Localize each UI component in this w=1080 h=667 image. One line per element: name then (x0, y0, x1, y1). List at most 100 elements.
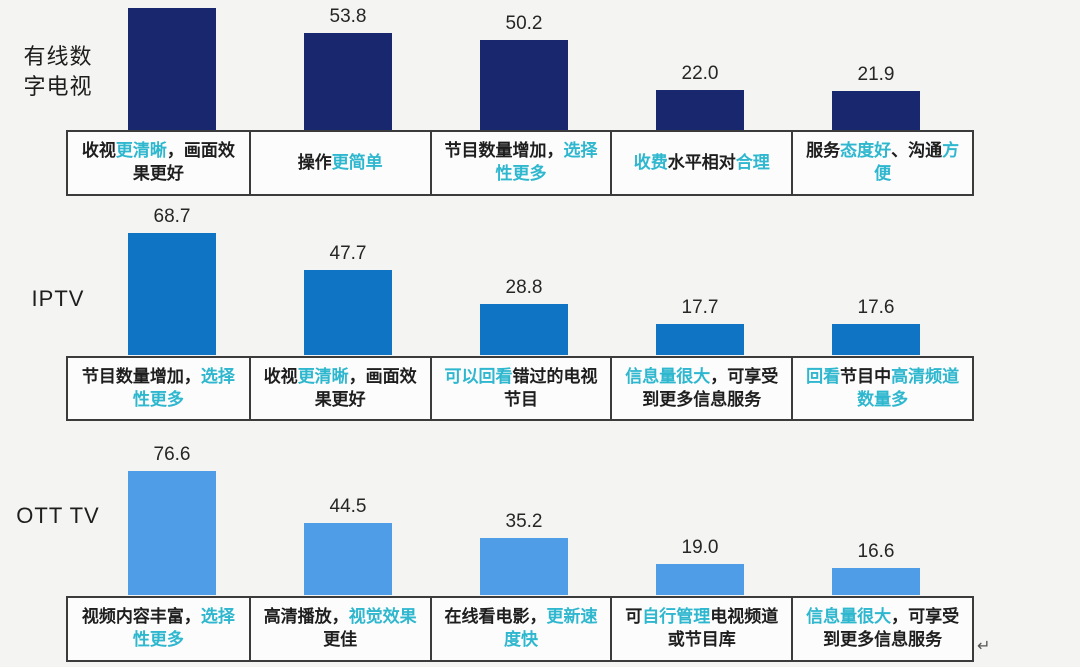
reason-box: 收视更清晰，画面效果更好 (248, 358, 430, 419)
bar-value-label: 17.7 (681, 297, 719, 318)
reason-text-segment: ，可享受到更多信息服务 (823, 607, 960, 649)
reason-boxes-row-1: 收视更清晰，画面效果更好 操作更简单 节目数量增加，选择性更多 收费水平相对合理 服务态… (66, 130, 974, 196)
reason-text-segment: 视频内容丰富， (81, 607, 201, 627)
reason-text-segment: 错过的电视节目 (503, 366, 598, 409)
reason-text-segment: 可 (625, 607, 643, 627)
reason-text-segment: 自行管理 (642, 607, 711, 627)
paragraph-return-mark: ↵ (977, 638, 991, 655)
bar-column: 16.6 (788, 443, 964, 595)
reason-box: 服务态度好、沟通方便 (791, 132, 972, 194)
bar-value-label: 17.6 (857, 297, 895, 318)
bar-value-label: 28.8 (505, 277, 543, 298)
reason-text-segment: ，画面效果更好 (132, 141, 235, 183)
reason-box: 高清播放，视觉效果更佳 (248, 598, 430, 660)
bar-value-label: 21.9 (857, 64, 895, 85)
bar (128, 8, 216, 130)
bar-value-label: 47.7 (329, 243, 367, 264)
bar (832, 91, 920, 130)
bar-value-label: 53.8 (329, 6, 367, 27)
group-label-1: 有线数 字电视 (23, 44, 93, 99)
group-label-2: IPTV (31, 286, 85, 311)
reason-text-segment: 视觉效果 (348, 607, 417, 627)
reason-text-segment: 更清晰 (115, 141, 167, 161)
reason-box: 收费水平相对合理 (610, 132, 791, 194)
bar-column: 17.7 (612, 203, 788, 355)
bars-row-3: 76.6 44.5 35.2 19.0 16.6 (84, 443, 964, 595)
bar (128, 233, 216, 355)
bar (128, 471, 216, 595)
reason-text-segment: 态度好 (840, 141, 892, 161)
reason-text-segment: 节目数量增加， (81, 366, 201, 386)
reason-box: 视频内容丰富，选择性更多 (68, 598, 249, 660)
bar-column: 68.7 (84, 203, 260, 355)
bar (832, 568, 920, 595)
bar-value-label: 50.2 (505, 13, 543, 34)
reason-box: 信息量很大，可享受到更多信息服务 (791, 598, 972, 660)
bar (656, 324, 744, 355)
bars-row-2: 68.7 47.7 28.8 17.7 17.6 (84, 203, 964, 355)
reason-text-segment: 信息量很大 (625, 366, 711, 386)
bar (480, 538, 568, 595)
group-label-3: OTT TV (16, 503, 100, 528)
reason-box: 操作更简单 (248, 132, 430, 194)
bar-value-label: 44.5 (329, 496, 367, 517)
bar-column (84, 0, 260, 130)
bar (304, 523, 392, 595)
reason-text-segment: 节目数量增加， (444, 141, 564, 161)
reason-box: 回看节目中高清频道数量多 (791, 358, 972, 419)
reason-text-segment: 合理 (735, 152, 770, 172)
bar-value-label: 16.6 (857, 541, 895, 562)
bar-value-label: 35.2 (505, 511, 543, 532)
reason-text-segment: 更佳 (323, 630, 358, 649)
reason-text-segment: ，画面效果更好 (314, 366, 417, 409)
reason-text-segment: 在线看电影， (444, 607, 547, 627)
bars-row-1: 53.8 50.2 22.0 21.9 (84, 0, 964, 130)
bar-value-label: 76.6 (153, 444, 191, 465)
reason-box: 可自行管理电视频道或节目库 (610, 598, 791, 660)
reason-text-segment: 更新速度快 (503, 607, 598, 649)
bar (304, 270, 392, 355)
reason-text-segment: 回看 (806, 366, 841, 386)
bar (656, 90, 744, 130)
reason-boxes-row-3: 视频内容丰富，选择性更多 高清播放，视觉效果更佳 在线看电影，更新速度快 可自行管理电… (66, 596, 974, 662)
reason-text-segment: 高清播放， (263, 607, 349, 627)
bar-column: 22.0 (612, 0, 788, 130)
bar-value-label: 22.0 (681, 63, 719, 84)
reason-box: 收视更清晰，画面效果更好 (68, 132, 249, 194)
reason-box: 可以回看错过的电视节目 (429, 358, 611, 419)
bar (832, 324, 920, 355)
reason-text-segment: 选择性更多 (495, 141, 598, 183)
bar-column: 19.0 (612, 443, 788, 595)
bar (480, 304, 568, 355)
reason-text-segment: 收视 (263, 366, 298, 386)
bar-column: 21.9 (788, 0, 964, 130)
reason-text-segment: 水平相对 (667, 152, 736, 172)
reason-box: 节目数量增加，选择性更多 (68, 358, 249, 419)
reason-text-segment: 电视频道或节目库 (667, 607, 779, 649)
reason-text-segment: 选择性更多 (132, 607, 235, 649)
reason-text-segment: 方便 (874, 141, 960, 183)
reason-text-segment: 收视 (81, 141, 116, 161)
bar-value-label: 68.7 (153, 206, 191, 227)
bar (480, 40, 568, 130)
reason-text-segment: 更简单 (331, 152, 383, 172)
reason-text-segment: 选择性更多 (132, 366, 235, 409)
bar-column: 28.8 (436, 203, 612, 355)
reason-text-segment: 收费 (633, 152, 668, 172)
reason-text-segment: 更清晰 (297, 366, 349, 386)
reason-text-segment: 高清频道数量多 (857, 366, 960, 409)
reason-text-segment: 节目中 (840, 366, 892, 386)
reason-text-segment: ，可享受到更多信息服务 (642, 366, 779, 409)
reason-text-segment: 、沟通 (891, 141, 943, 161)
reason-box: 节目数量增加，选择性更多 (429, 132, 611, 194)
bar-value-label: 19.0 (681, 537, 719, 558)
bar-column: 47.7 (260, 203, 436, 355)
reason-text-segment: 操作 (297, 152, 332, 172)
reason-text-segment: 服务 (806, 141, 841, 161)
bar (656, 564, 744, 595)
bar-column: 53.8 (260, 0, 436, 130)
reason-box: 在线看电影，更新速度快 (429, 598, 611, 660)
reason-boxes-row-2: 节目数量增加，选择性更多 收视更清晰，画面效果更好 可以回看错过的电视节目 信息量很大… (66, 356, 974, 421)
bar-column: 17.6 (788, 203, 964, 355)
